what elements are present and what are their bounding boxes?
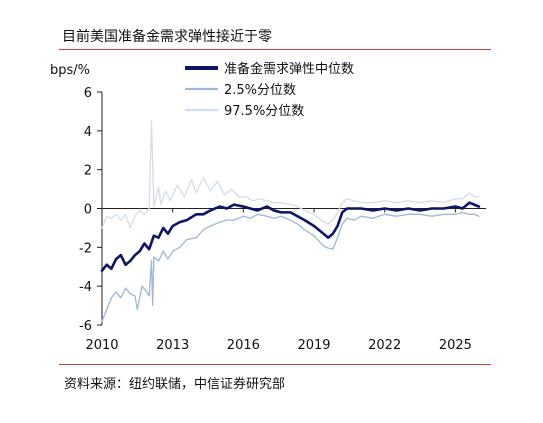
series-line-p2_5: [101, 211, 480, 322]
y-tick-label: 2: [84, 164, 92, 179]
source-note: 资料来源：纽约联储，中信证券研究部: [64, 377, 286, 392]
series-layer: [100, 120, 481, 322]
x-tick-label: 2013: [156, 338, 189, 353]
title-divider: [59, 49, 491, 50]
y-tick-label: 4: [84, 125, 92, 140]
x-tick-label: 2019: [297, 338, 330, 353]
x-tick-label: 2022: [368, 338, 401, 353]
y-tick-label: -4: [79, 280, 92, 295]
series-line-median: [100, 201, 481, 272]
legend-label: 准备金需求弹性中位数: [224, 61, 354, 77]
legend-label: 97.5%分位数: [224, 104, 304, 119]
y-tick-label: -2: [79, 241, 92, 256]
legend: 准备金需求弹性中位数 2.5%分位数 97.5%分位数: [185, 61, 354, 119]
legend-label: 2.5%分位数: [224, 83, 296, 98]
y-tick-label: -6: [79, 319, 92, 334]
axes-layer: -6 -4 -2 0 2 4 6 bps/% 2010 2013 2016 2019 2022 2025: [50, 63, 486, 353]
y-axis-label: bps/%: [50, 63, 90, 78]
x-tick-label: 2016: [227, 338, 260, 353]
page-title: 目前美国准备金需求弹性接近于零: [62, 29, 272, 45]
x-tick-label: 2025: [439, 338, 472, 353]
x-tick-label: 2010: [85, 338, 118, 353]
y-tick-label: 6: [84, 86, 92, 101]
y-tick-label: 0: [84, 203, 92, 218]
source-divider: [59, 364, 491, 365]
series-line-p97_5: [101, 120, 480, 229]
